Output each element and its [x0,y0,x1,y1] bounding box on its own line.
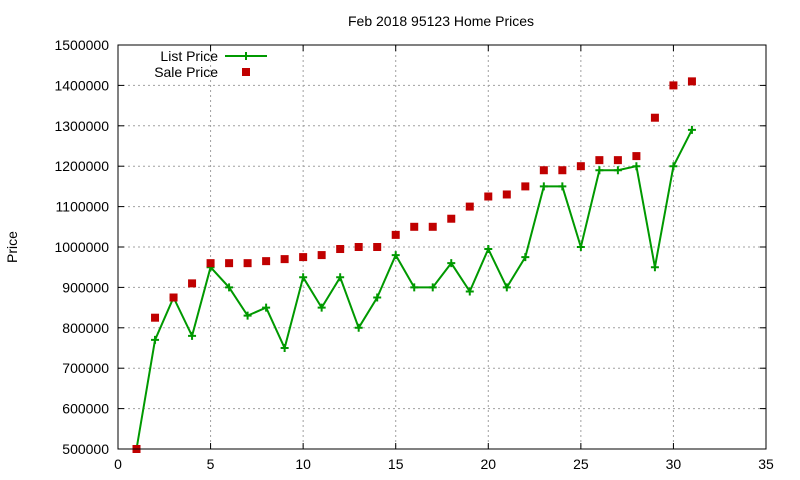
list-price-point [669,162,678,171]
list-price-point [447,259,456,268]
x-tick-label: 15 [388,456,404,472]
y-tick-label: 800000 [62,320,109,336]
list-price-point [613,166,622,175]
list-price-point [632,162,641,171]
y-tick-label: 500000 [62,441,109,457]
sale-price-point [317,251,326,260]
list-price-point [262,303,271,312]
sale-price-point [391,230,400,239]
legend-label-list-price: List Price [160,48,218,64]
y-tick-label: 1500000 [54,37,109,53]
sale-price-point [280,255,289,264]
list-price-point [428,283,437,292]
tick-labels: 0 5 10 15 20 25 30 35 500000 600000 700000 800000 90… [54,37,774,472]
x-tick-label: 5 [207,456,215,472]
sale-price-point [558,166,567,175]
sale-price-point [465,202,474,211]
sale-price-point [188,279,197,288]
list-price-point [317,303,326,312]
sale-price-point [206,259,215,268]
list-price-point [391,251,400,260]
y-tick-label: 1100000 [56,199,110,215]
sale-price-point [669,81,678,90]
list-price-point [373,293,382,302]
list-price-point [687,125,696,134]
y-tick-label: 900000 [62,279,109,295]
x-tick-label: 10 [295,456,311,472]
x-tick-label: 30 [666,456,682,472]
sale-price-point [632,152,641,161]
sale-price-point [336,245,345,254]
legend: List Price Sale Price [154,48,267,80]
list-price-point [336,273,345,282]
y-tick-label: 700000 [62,360,109,376]
y-axis-label: Price [4,231,20,263]
x-tick-label: 35 [758,456,774,472]
series [132,77,696,453]
list-price-point [465,287,474,296]
sale-price-point [373,243,382,251]
y-tick-label: 600000 [62,401,109,417]
sale-price-point [687,77,696,86]
sale-price-point [613,156,622,165]
legend-label-sale-price: Sale Price [154,64,218,80]
list-price-point [280,344,289,352]
list-price-point [151,335,160,344]
list-price-point [650,263,659,272]
y-tick-label: 1400000 [54,77,109,93]
sale-price-point [354,243,363,251]
list-price-point [484,245,493,254]
x-tick-label: 0 [114,456,122,472]
sale-price-point [410,222,419,231]
sale-price-point [650,113,659,122]
list-price-point [558,182,567,191]
y-tick-label: 1300000 [54,118,109,134]
list-price-point [521,253,530,262]
x-tick-label: 20 [480,456,496,472]
legend-marker-list-price [242,52,250,60]
sale-price-point [299,253,308,262]
grid [118,45,766,449]
x-tick-label: 25 [573,456,589,472]
sale-price-point [484,192,493,201]
list-price-point [410,283,419,292]
sale-price-point [151,313,160,322]
list-price-point [354,323,363,332]
y-tick-label: 1200000 [54,158,109,174]
y-tick-label: 1000000 [54,239,109,255]
sale-price-point [243,259,252,268]
list-price-point [595,166,604,175]
sale-price-point [428,222,437,231]
list-price-point [188,331,197,340]
list-price-point [299,273,308,282]
list-price-point [225,283,234,292]
sale-price-point [447,214,456,223]
list-price-point [502,283,511,292]
list-price-point [243,311,252,320]
sale-price-point [539,166,548,175]
sale-price-point [169,293,178,302]
sale-price-point [521,182,530,191]
sale-price-point [595,156,604,165]
sale-price-point [262,257,271,266]
legend-sample-sale-price [242,68,250,76]
plot-area-frame [117,44,767,450]
sale-price-point [502,190,511,199]
list-price-point [576,243,585,251]
sale-price-point [225,259,234,268]
chart-title: Feb 2018 95123 Home Prices [348,13,534,29]
sale-price-point [576,162,585,171]
list-price-point [539,182,548,191]
